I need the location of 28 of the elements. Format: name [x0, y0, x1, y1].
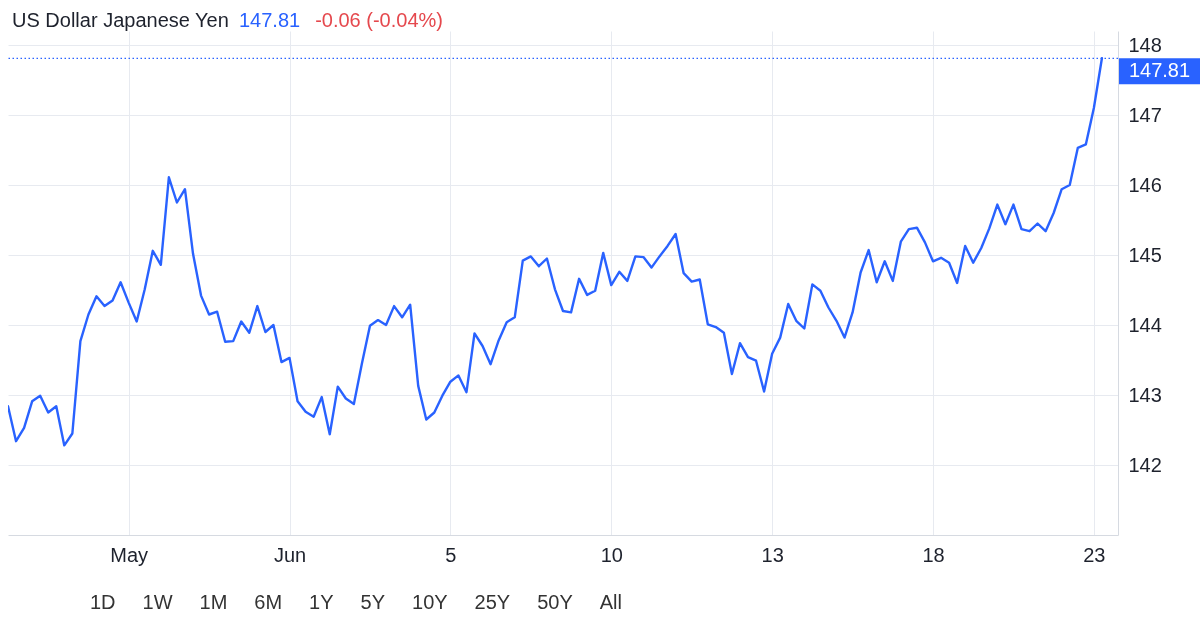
text: 1W [142, 591, 173, 613]
y-tick-label: 146 [1128, 173, 1162, 196]
y-tick-label: 145 [1128, 243, 1162, 266]
chart-title: US Dollar Japanese Yen [12, 9, 229, 31]
text: 147.81 [238, 9, 301, 31]
y-tick-label: 148 [1128, 33, 1162, 56]
x-tick-label: 5 [445, 543, 457, 566]
x-tick-label: 18 [922, 543, 945, 566]
text: 25Y [474, 591, 511, 613]
text: 6M [254, 591, 283, 613]
text: 1M [199, 591, 228, 613]
text: 1Y [309, 591, 334, 613]
x-tick-label: 10 [600, 543, 623, 566]
y-tick-label: 142 [1128, 453, 1162, 476]
x-tick-label: 23 [1083, 543, 1106, 566]
ref-line-label: 147.81 [1128, 59, 1191, 82]
text: All [599, 591, 623, 613]
text: 10Y [412, 591, 448, 613]
y-tick-label: 147 [1128, 103, 1162, 126]
text: 50Y [537, 591, 573, 613]
text: 5Y [360, 591, 386, 613]
x-tick-label: 13 [761, 543, 784, 566]
x-tick-label: May [110, 543, 149, 566]
x-tick-label: Jun [273, 543, 307, 566]
text: -0.06 (-0.04%) [315, 9, 443, 31]
y-tick-label: 143 [1128, 383, 1162, 406]
text: 1D [89, 591, 116, 613]
y-tick-label: 144 [1128, 313, 1162, 336]
